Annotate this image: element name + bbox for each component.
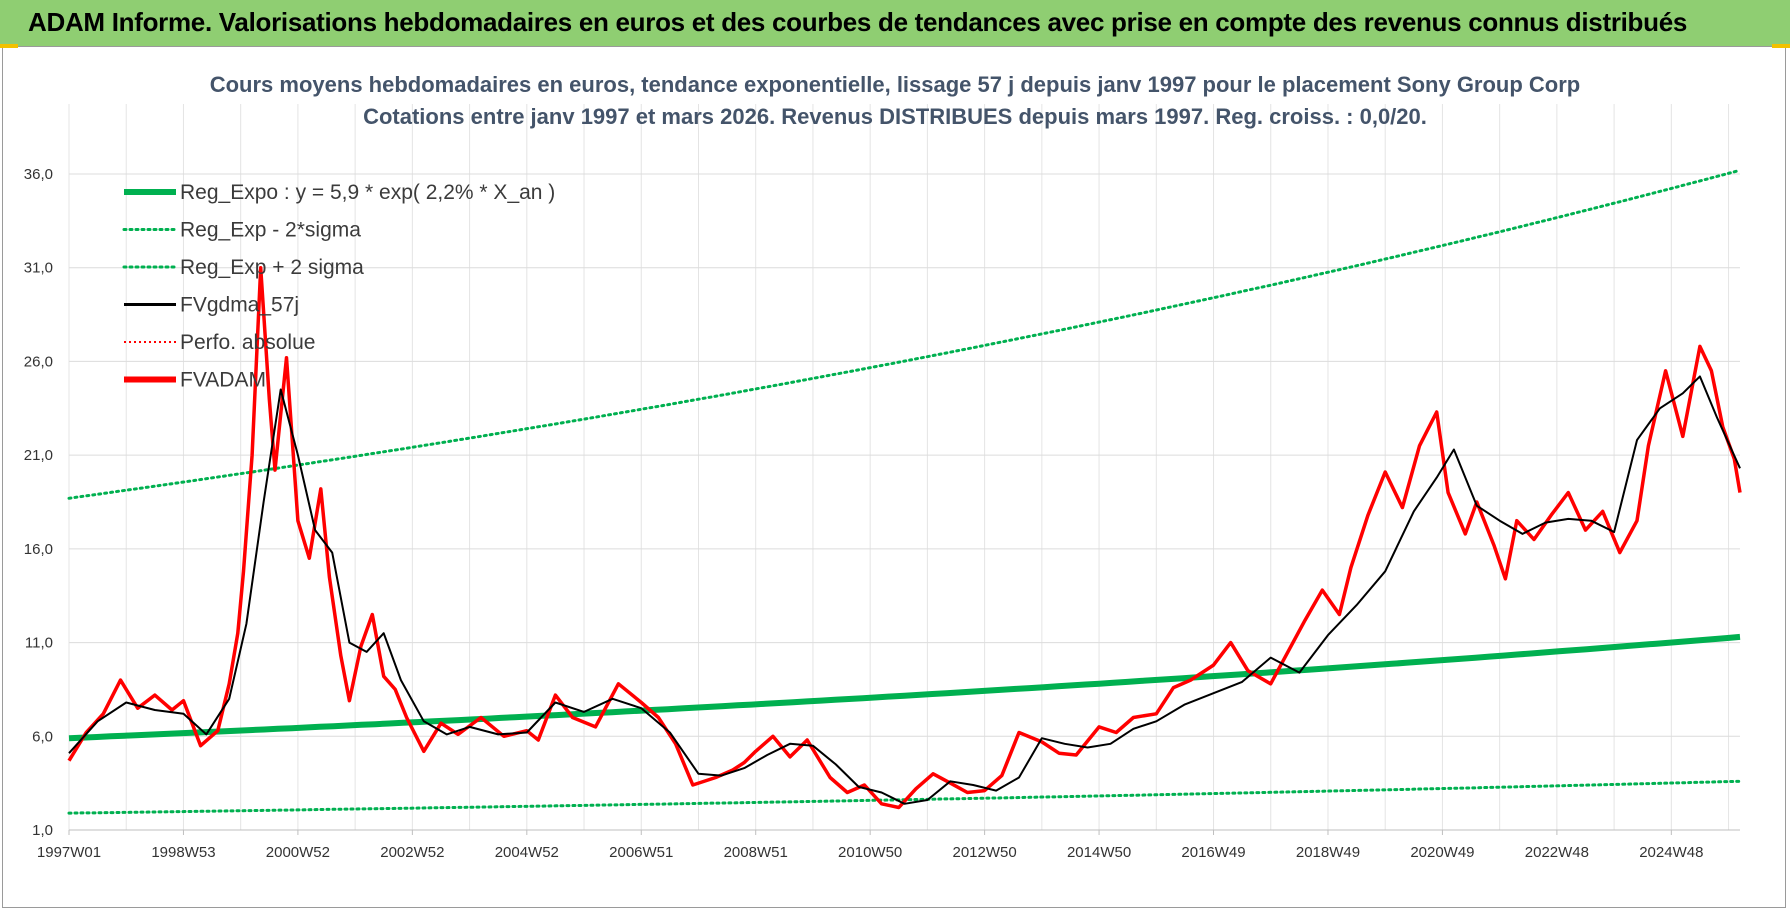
legend-label: FVADAM — [180, 369, 266, 392]
y-tick-label: 36,0 — [24, 166, 53, 183]
x-tick-label: 2022W48 — [1525, 844, 1589, 861]
x-tick-label: 1998W53 — [151, 844, 215, 861]
legend-label: Reg_Expo : y = 5,9 * exp( 2,2% * X_an ) — [180, 181, 555, 204]
y-tick-label: 21,0 — [24, 447, 53, 464]
frame-corner-marker — [1772, 44, 1790, 48]
chart-legend: Reg_Expo : y = 5,9 * exp( 2,2% * X_an ) R… — [122, 181, 555, 392]
chart-frame — [2, 46, 1786, 908]
x-tick-label: 2006W51 — [609, 844, 673, 861]
series-line-reg-plus-2sigma — [67, 168, 1742, 500]
legend-label: Reg_Exp - 2*sigma — [180, 219, 361, 242]
x-tick-label: 2010W50 — [838, 844, 902, 861]
series-line-fvgdma — [68, 375, 1741, 805]
x-tick-label: 2014W50 — [1067, 844, 1131, 861]
legend-label: Reg_Exp + 2 sigma — [180, 256, 364, 279]
x-tick-label: 1997W01 — [37, 844, 101, 861]
chart-title-line2: Cotations entre janv 1997 et mars 2026. … — [363, 104, 1427, 129]
chart-axes: 1,0 6,0 11,0 16,0 21,0 26,0 31,0 36,0 1997W01 199… — [24, 166, 1740, 861]
chart-grid — [68, 104, 1740, 831]
series-line-fvadam — [67, 265, 1742, 810]
x-tick-label: 2008W51 — [724, 844, 788, 861]
series-line-reg-minus-2sigma — [67, 779, 1742, 815]
x-tick-label: 2018W49 — [1296, 844, 1360, 861]
y-tick-label: 11,0 — [25, 635, 53, 652]
report-banner: ADAM Informe. Valorisations hebdomadaire… — [0, 0, 1790, 47]
x-tick-label: 2020W49 — [1410, 844, 1474, 861]
x-tick-label: 2012W50 — [953, 844, 1017, 861]
y-tick-label: 26,0 — [24, 353, 53, 370]
y-tick-label: 16,0 — [24, 541, 53, 558]
y-tick-label: 31,0 — [24, 260, 53, 277]
x-tick-label: 2024W48 — [1639, 844, 1703, 861]
x-tick-label: 2002W52 — [380, 844, 444, 861]
legend-label: FVgdma_57j — [180, 294, 299, 317]
frame-corner-marker — [0, 44, 18, 48]
chart-title-line1: Cours moyens hebdomadaires en euros, ten… — [209, 72, 1581, 97]
legend-label: Perfo. absolue — [180, 331, 315, 354]
x-tick-label: 2016W49 — [1181, 844, 1245, 861]
y-tick-label: 6,0 — [32, 728, 53, 745]
chart-series — [67, 168, 1742, 815]
x-tick-label: 2000W52 — [266, 844, 330, 861]
report-title: ADAM Informe. Valorisations hebdomadaire… — [28, 7, 1688, 37]
x-tick-label: 2004W52 — [495, 844, 559, 861]
y-tick-label: 1,0 — [32, 822, 53, 839]
series-line-reg-expo — [68, 633, 1741, 742]
